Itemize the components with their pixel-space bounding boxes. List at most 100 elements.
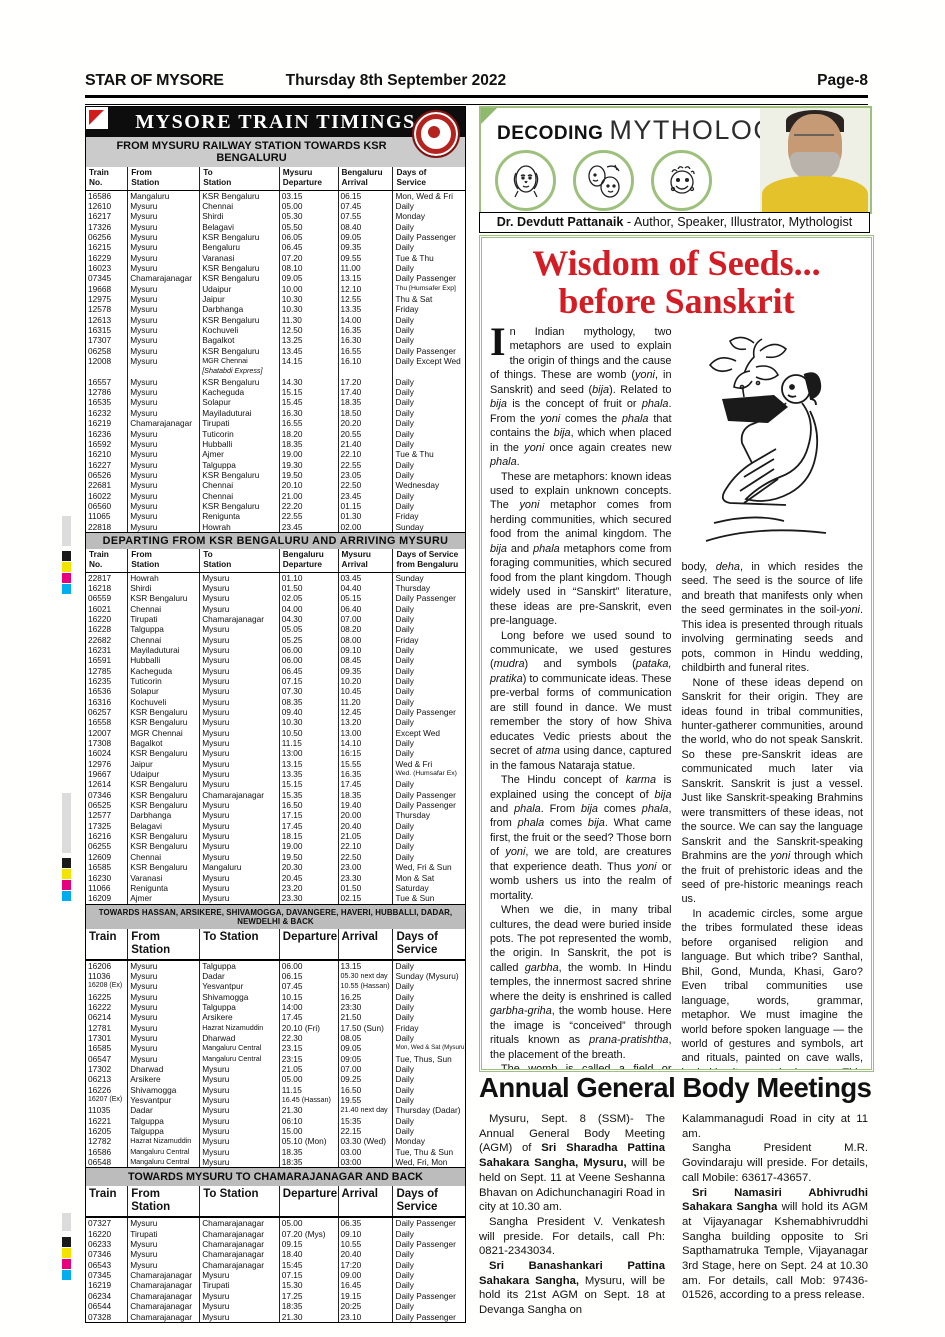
train-table: Train From Station To Station Departure Arri… (86, 928, 465, 1168)
author-name: Dr. Devdutt Pattanaik (496, 215, 624, 229)
table-row: 06543 Mysuru Chamarajanagar 15:45 17:20 Daily (86, 1259, 465, 1271)
table-row: 12007 MGR Chennai Mysuru 10.50 13.00 Except W… (86, 727, 465, 739)
column-header: From Station (127, 167, 200, 191)
table-row: 16218 Shirdi Mysuru 01.50 04.40 Thursday (86, 582, 465, 594)
column-header: From Station (127, 548, 200, 573)
train-timings-box: MYSORE TRAIN TIMINGS FROM MYSURU RAILWAY… (85, 106, 466, 1323)
agm-title: Annual General Body Meetings (479, 1072, 872, 1103)
art-circles (495, 150, 712, 211)
table-row: 22817 Howrah Mysuru 01.10 03.45 Sunday (86, 572, 465, 583)
table-row: 06547 Mysuru Mangaluru Central 23:15 09:05 Tu… (86, 1053, 465, 1064)
table-row: 17325 Belagavi Mysuru 17.45 20.40 Daily (86, 820, 465, 832)
agm-article: Mysuru, Sept. 8 (SSM)- The Annual Genera… (479, 1112, 868, 1318)
table-row: 06525 KSR Bengaluru Mysuru 16.50 19.40 Daily … (86, 800, 465, 811)
table-row: 16023 Mysuru KSR Bengaluru 08.10 11.00 Daily (86, 263, 465, 274)
table-row: 12008 Mysuru MGR Chennai [Shatabdi Express]… (86, 356, 465, 377)
table-row: 16585 KSR Bengaluru Mangaluru 20.30 23.00 Wed… (86, 862, 465, 873)
table-row: 16316 Kochuveli Mysuru 08.35 11.20 Daily (86, 696, 465, 707)
column-header: Departure (278, 928, 338, 961)
table-row: 17302 Dharwad Mysuru 21.05 07.00 Daily (86, 1063, 465, 1075)
table-row: 06258 Mysuru KSR Bengaluru 13.45 16.55 Daily … (86, 345, 465, 357)
registration-mark (62, 1213, 71, 1231)
table-row: 16236 Mysuru Tuticorin 18.20 20.55 Daily (86, 428, 465, 439)
train-section-towards-bengaluru: FROM MYSURU RAILWAY STATION TOWARDS KSR … (86, 137, 465, 532)
column-header: Days of Service (392, 928, 465, 961)
table-row: 16209 Ajmer Mysuru 23.30 02.15 Tue & Sun (86, 893, 465, 904)
kneeling-woman-with-sprouting-pot-art (705, 336, 827, 542)
column-header: Mysuru Arrival (337, 548, 393, 573)
column-header: Train (86, 1186, 128, 1219)
table-row: 16215 Mysuru Bengaluru 06.45 09.35 Daily (86, 242, 465, 253)
table-row: 16216 KSR Bengaluru Mysuru 18.15 21.05 Daily (86, 831, 465, 842)
registration-mark (62, 551, 71, 561)
paragraph: The womb is called a field or kshetra in… (501, 1063, 672, 1072)
column-header: From Station (127, 1186, 200, 1219)
paragraph: Kalammanagudi Road in city at 11 am. (682, 1113, 868, 1140)
table-row: 16205 Talguppa Mysuru 15.00 22.15 Daily (86, 1126, 465, 1137)
paragraph: These are metaphors: known ideas used to… (490, 470, 672, 628)
registration-mark (62, 891, 71, 901)
table-row: 16558 KSR Bengaluru Mysuru 10.30 13.20 Daily (86, 717, 465, 728)
table-row: 16230 Varanasi Mysuru 20.45 23.30 Mon & Sat (86, 872, 465, 883)
table-row: 12785 Kacheguda Mysuru 06.45 09.35 Daily (86, 665, 465, 676)
table-row: 16592 Mysuru Hubballi 18.35 21.40 Daily (86, 438, 465, 450)
paragraph: The Hindu concept of karma is explained … (490, 774, 672, 902)
table-row: 12781 Mysuru Hazrat Nizamuddin 20.10 (Fri) 1… (86, 1022, 465, 1033)
table-row: 12786 Mysuru Kacheguda 15.15 17.40 Daily (86, 387, 465, 398)
table-row: 22682 Chennai Mysuru 05.25 08.00 Friday (86, 634, 465, 645)
column-header: Train No. (86, 167, 128, 191)
column-header: Bengaluru Departure (278, 548, 338, 573)
registration-mark (62, 562, 71, 572)
table-row: 07328 Chamarajanagar Mysuru 21.30 23.10 Daily… (86, 1311, 465, 1322)
table-row: 16231 Mayiladuturai Mysuru 06.00 09.10 Daily (86, 644, 465, 656)
column-header: Bengaluru Arrival (337, 167, 393, 191)
registration-mark (62, 1237, 71, 1247)
header-rule (85, 95, 868, 105)
table-row: 07346 Mysuru Chamarajanagar 18.40 20.40 Daily (86, 1249, 465, 1260)
table-row: 16219 Chamarajanagar Tirupati 16.55 20.20 Dai… (86, 418, 465, 429)
table-row: 16535 Mysuru Solapur 15.45 18.35 Daily (86, 397, 465, 408)
table-row: 16235 Tuticorin Mysuru 07.15 10.20 Daily (86, 675, 465, 687)
registration-mark (62, 584, 71, 594)
masthead: STAR OF MYSORE Thursday 8th September 20… (85, 72, 868, 90)
agm-column-1: Mysuru, Sept. 8 (SSM)- The Annual Genera… (479, 1112, 665, 1318)
train-section-hassan-etc: TOWARDS HASSAN, ARSIKERE, SHIVAMOGGA, DA… (86, 903, 465, 1168)
table-row: 22681 Mysuru Chennai 20.10 22.50 Wednesday (86, 480, 465, 491)
table-row: 16226 Shivamogga Mysuru 11.15 16.50 Daily (86, 1084, 465, 1095)
train-table: Train From Station To Station Departure Arri… (86, 1186, 465, 1322)
table-row: 12976 Jaipur Mysuru 13.15 15.55 Wed & Fri (86, 758, 465, 770)
table-row: 11036 Mysuru Dadar 06.15 05.30 next day Sunda… (86, 970, 465, 982)
table-row: 06214 Mysuru Arsikere 17.45 21.50 Daily (86, 1012, 465, 1023)
section-bar: TOWARDS MYSURU TO CHAMARAJANAGAR AND BAC… (86, 1167, 465, 1187)
section-bar: DEPARTING FROM KSR BENGALURU AND ARRIVIN… (86, 531, 465, 549)
column-header: To Station (199, 548, 280, 573)
column-header: Days of Service (392, 167, 465, 191)
table-row: 16228 Talguppa Mysuru 05.05 08.20 Daily (86, 624, 465, 635)
table-row: 16022 Mysuru Chennai 21.00 23.45 Daily (86, 490, 465, 501)
table-row: 17301 Mysuru Dharwad 22.30 08.05 Daily (86, 1032, 465, 1044)
paragraph: When we die, in many tribal cultures, th… (490, 904, 672, 1061)
column-header: To Station (199, 167, 280, 191)
train-section-chamarajanagar: TOWARDS MYSURU TO CHAMARAJANAGAR AND BAC… (86, 1167, 465, 1322)
table-row: 16536 Solapur Mysuru 07.30 10.45 Daily (86, 686, 465, 697)
train-table: Train No. From Station To Station Bengaluru… (86, 548, 465, 904)
table-row: 12577 Darbhanga Mysuru 17.15 20.00 Thursday (86, 810, 465, 821)
registration-mark (62, 1248, 71, 1258)
issue-date: Thursday 8th September 2022 (285, 72, 507, 89)
registration-mark (62, 858, 71, 868)
table-row: 06548 Mangaluru Central Mysuru 18:35 03:00 We… (86, 1157, 465, 1168)
paragraph: Long before we used sound to communicate… (490, 629, 672, 772)
table-row: 16557 Mysuru KSR Bengaluru 14.30 17.20 Daily (86, 376, 465, 388)
table-row: 16225 Mysuru Shivamogga 10.15 16.25 Daily (86, 991, 465, 1002)
table-row: 16207 (Ex) Yesvantpur Mysuru 16.45 (Hassan)… (86, 1095, 465, 1106)
table-row: 17307 Mysuru Bagalkot 13.25 16.30 Daily (86, 335, 465, 346)
table-row: 16210 Mysuru Ajmer 19.00 22.10 Tue & Thu (86, 449, 465, 460)
column-header: Arrival (337, 928, 393, 961)
table-row: 19668 Mysuru Udaipur 10.00 12.10 Thu [Humsafe… (86, 283, 465, 295)
table-row: 16221 Talguppa Mysuru 06:10 15:35 Daily (86, 1115, 465, 1127)
table-row: 06255 KSR Bengaluru Mysuru 19.00 22.10 Daily (86, 841, 465, 852)
paragraph: None of these ideas depend on Sanskrit f… (681, 676, 864, 906)
registration-mark (62, 573, 71, 583)
table-row: 16024 KSR Bengaluru Mysuru 13:00 16:15 Daily (86, 748, 465, 759)
